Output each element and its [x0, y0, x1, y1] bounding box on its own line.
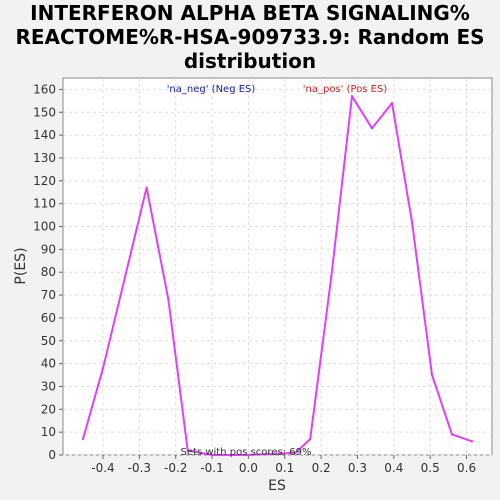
- x-tick-label: 0.3: [348, 461, 367, 475]
- y-tick-label: 0: [48, 448, 56, 462]
- grid-lines: [63, 78, 492, 456]
- y-tick-label: 100: [33, 220, 56, 234]
- x-tick-label: 0.1: [275, 461, 294, 475]
- random-es-data-point: [470, 440, 474, 443]
- random-es-data-point: [330, 275, 333, 278]
- y-axis-label: P(ES): [13, 247, 29, 284]
- legend-neg: 'na_neg' (Neg ES): [167, 84, 256, 95]
- series-layer: [81, 95, 474, 457]
- y-tick-label: 80: [41, 265, 56, 279]
- x-axis-ticks: -0.4 -0.3 -0.2 -0.1 0.0 0.1 0.2 0.3 0.4 0.5 0.6: [91, 455, 476, 475]
- x-tick-label: -0.3: [128, 461, 151, 475]
- chart-title-line-2: REACTOME%R-HSA-909733.9: Random ES: [15, 25, 484, 49]
- y-tick-label: 50: [41, 334, 56, 348]
- y-tick-label: 90: [41, 242, 56, 256]
- x-tick-label: 0.4: [384, 461, 403, 475]
- y-tick-label: 140: [33, 128, 56, 142]
- x-tick-label: -0.1: [200, 461, 223, 475]
- chart-title-line-1: INTERFERON ALPHA BETA SIGNALING%: [30, 1, 470, 25]
- random-es-data-point: [350, 95, 354, 98]
- y-tick-label: 30: [41, 379, 56, 393]
- y-tick-label: 150: [33, 105, 56, 119]
- random-es-data-point: [210, 453, 214, 457]
- chart-title-line-3: distribution: [184, 49, 316, 73]
- pos-score-annotation: Sets with pos scores: 69%: [181, 447, 312, 458]
- random-es-data-point: [247, 453, 250, 457]
- x-tick-label: 0.2: [312, 461, 331, 475]
- random-es-data-point: [294, 451, 297, 454]
- random-es-data-point: [167, 298, 170, 301]
- x-tick-label: -0.4: [91, 461, 114, 475]
- y-tick-label: 20: [41, 402, 56, 416]
- y-tick-label: 160: [33, 82, 56, 96]
- x-tick-label: 0.5: [421, 461, 440, 475]
- random-es-data-point: [430, 373, 434, 377]
- y-tick-label: 60: [41, 311, 56, 325]
- x-tick-label: -0.2: [164, 461, 187, 475]
- y-tick-label: 110: [33, 197, 56, 211]
- x-tick-label: 0.0: [239, 461, 258, 475]
- random-es-data-point: [410, 220, 414, 224]
- x-axis-label: ES: [268, 478, 286, 494]
- random-es-data-point: [390, 101, 394, 105]
- y-tick-label: 10: [41, 425, 56, 439]
- y-tick-label: 120: [33, 174, 56, 188]
- plot-area: [62, 77, 493, 456]
- random-es-data-point: [370, 127, 374, 130]
- random-es-data-point: [81, 437, 85, 441]
- y-tick-label: 130: [33, 151, 56, 165]
- random-es-data-point: [101, 366, 105, 370]
- legend-pos: 'na_pos' (Pos ES): [303, 84, 388, 95]
- y-tick-label: 40: [41, 357, 56, 371]
- random-es-data-point: [450, 433, 454, 436]
- y-axis-ticks: 0 10 20 30 40 50 60 70 80 90 100 110 120 130 140 150 160: [33, 82, 63, 462]
- y-tick-label: 70: [41, 288, 56, 302]
- random-es-data-point: [145, 186, 148, 189]
- random-es-data-point: [309, 437, 312, 441]
- x-tick-label: 0.6: [457, 461, 476, 475]
- random-es-data-point: [186, 449, 189, 452]
